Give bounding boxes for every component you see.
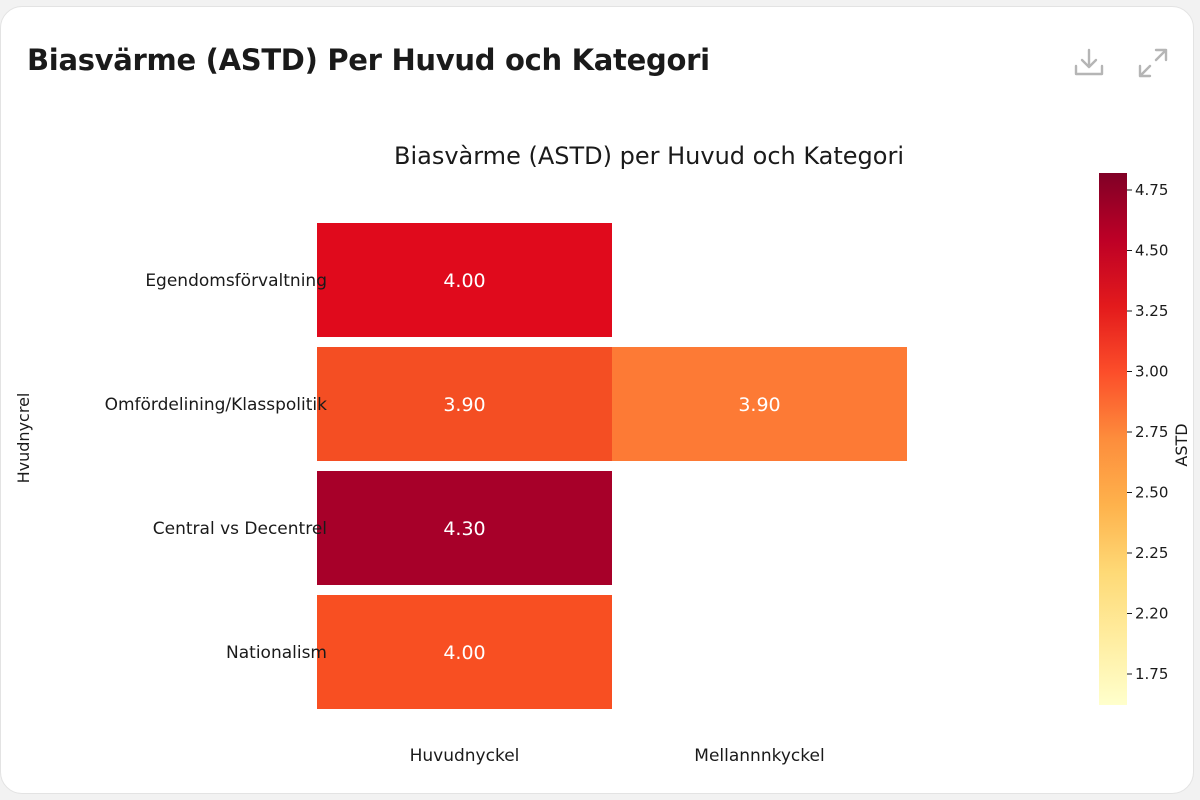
chart-card: Biasvärme (ASTD) Per Huvud och Kategori … — [0, 6, 1194, 794]
cell-value-label: 3.90 — [443, 394, 485, 416]
y-tick-label: Omfördelining/Klasspolitik — [105, 395, 328, 415]
colorbar-tick-label: 3.00 — [1135, 363, 1168, 381]
heatmap-chart: Biasvàrme (ASTD) per Huvud och Kategori … — [14, 142, 1191, 766]
y-axis-title: Hvudnycrel — [14, 393, 33, 484]
y-tick-label: Egendomsförvaltning — [145, 271, 327, 291]
colorbar-label: ASTD — [1172, 423, 1191, 466]
cell-value-label: 4.00 — [443, 642, 485, 664]
download-icon — [1074, 48, 1104, 76]
heatmap-cell — [317, 595, 612, 709]
colorbar-tick-label: 4.50 — [1135, 242, 1168, 260]
download-button[interactable] — [1069, 43, 1109, 83]
colorbar-tick-label: 2.75 — [1135, 423, 1168, 441]
y-tick-label: Central vs Decentrel — [153, 519, 327, 539]
cell-value-label: 3.90 — [738, 394, 780, 416]
x-tick-label: Huvudnyckel — [410, 746, 520, 766]
card-title: Biasvärme (ASTD) Per Huvud och Kategori — [27, 43, 710, 77]
chart-title: Biasvàrme (ASTD) per Huvud och Kategori — [394, 142, 904, 170]
colorbar-tick-label: 2.25 — [1135, 544, 1168, 562]
colorbar-tick-label: 1.75 — [1135, 665, 1168, 683]
expand-button[interactable] — [1133, 43, 1173, 83]
expand-icon — [1138, 48, 1168, 78]
heatmap-cell — [317, 471, 612, 585]
colorbar-tick-label: 4.75 — [1135, 181, 1168, 199]
colorbar-tick-label: 3.25 — [1135, 302, 1168, 320]
cell-value-label: 4.00 — [443, 270, 485, 292]
heatmap-cell — [317, 223, 612, 337]
x-tick-label: Mellannnkyckel — [694, 746, 824, 766]
heatmap-cell — [612, 347, 907, 461]
colorbar-tick-label: 2.20 — [1135, 605, 1168, 623]
colorbar-tick-label: 2.50 — [1135, 484, 1168, 502]
heatmap-cell — [317, 347, 612, 461]
colorbar — [1099, 173, 1127, 705]
cell-value-label: 4.30 — [443, 518, 485, 540]
y-tick-label: Nationalism — [226, 643, 327, 663]
